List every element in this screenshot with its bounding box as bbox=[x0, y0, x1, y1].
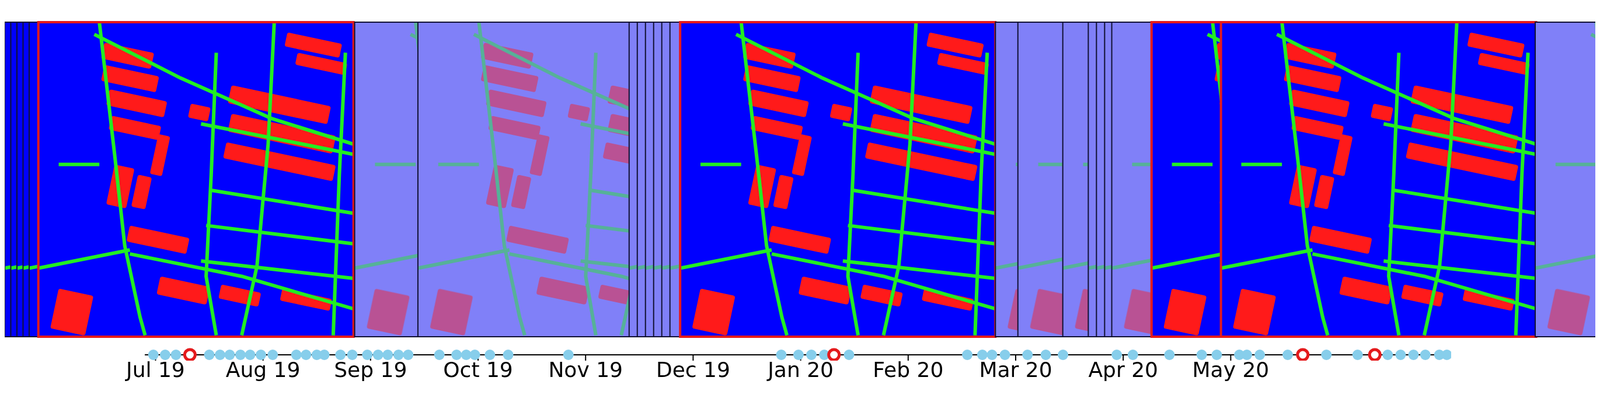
svg-text:Feb 20: Feb 20 bbox=[872, 357, 944, 382]
svg-text:Oct 19: Oct 19 bbox=[443, 357, 514, 382]
svg-text:Dec 19: Dec 19 bbox=[656, 357, 731, 382]
svg-text:Sep 19: Sep 19 bbox=[333, 357, 407, 382]
svg-text:Aug 19: Aug 19 bbox=[225, 357, 301, 382]
svg-text:Jul 19: Jul 19 bbox=[124, 357, 186, 382]
svg-text:Mar 20: Mar 20 bbox=[978, 357, 1052, 382]
svg-text:May 20: May 20 bbox=[1192, 357, 1270, 382]
svg-text:Jan 20: Jan 20 bbox=[766, 357, 834, 382]
svg-text:Apr 20: Apr 20 bbox=[1088, 357, 1159, 382]
svg-text:Nov 19: Nov 19 bbox=[548, 357, 623, 382]
